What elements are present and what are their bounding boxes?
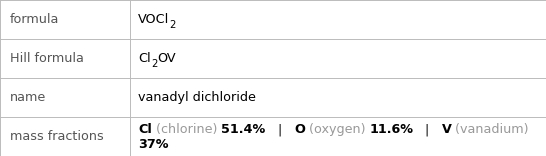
Text: 51.4%: 51.4% [221,123,266,136]
Text: |: | [266,123,294,136]
Text: 37%: 37% [138,138,169,151]
Text: |: | [413,123,442,136]
Text: Cl: Cl [138,52,151,65]
Text: (oxygen): (oxygen) [305,123,369,136]
Text: Cl: Cl [138,123,152,136]
Text: O: O [294,123,305,136]
Text: 2: 2 [169,20,176,30]
Text: OV: OV [157,52,176,65]
Text: (vanadium): (vanadium) [452,123,529,136]
Text: formula: formula [10,13,59,26]
Text: vanadyl dichloride: vanadyl dichloride [138,91,256,104]
Text: Hill formula: Hill formula [10,52,84,65]
Text: 2: 2 [151,58,157,69]
Text: 11.6%: 11.6% [369,123,413,136]
Text: V: V [442,123,452,136]
Text: VOCl: VOCl [138,13,169,26]
Text: name: name [10,91,46,104]
Text: mass fractions: mass fractions [10,130,104,143]
Text: (chlorine): (chlorine) [152,123,221,136]
